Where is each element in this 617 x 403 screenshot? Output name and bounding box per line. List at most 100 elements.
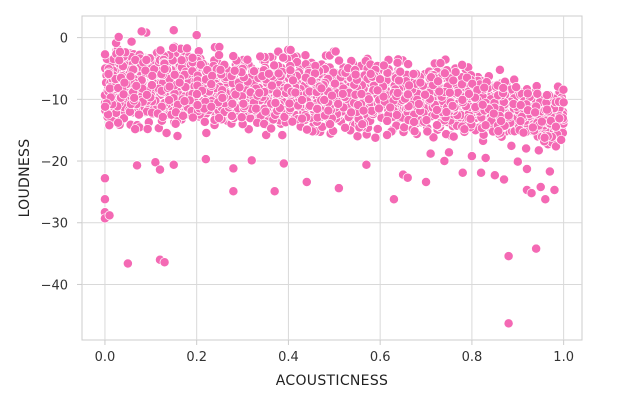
scatter-point: [131, 80, 142, 91]
scatter-point: [146, 80, 157, 91]
scatter-point: [312, 103, 323, 114]
scatter-point: [550, 121, 561, 132]
scatter-point: [447, 100, 458, 111]
scatter-point: [277, 130, 288, 141]
y-tick-label: −30: [41, 217, 68, 232]
scatter-point: [168, 25, 179, 36]
scatter-point: [254, 87, 265, 98]
x-tick-label: 0.4: [278, 350, 299, 365]
scatter-point: [141, 89, 152, 100]
scatter-point: [270, 97, 281, 108]
scatter-point: [448, 75, 459, 86]
scatter-point: [103, 69, 114, 79]
scatter-point: [206, 101, 217, 112]
scatter-point: [327, 90, 337, 101]
scatter-point: [439, 68, 450, 79]
scatter-point: [178, 110, 189, 121]
scatter-point: [100, 49, 110, 60]
scatter-point: [433, 76, 443, 87]
scatter-point: [431, 105, 442, 115]
scatter-point: [403, 89, 413, 100]
scatter-point: [251, 103, 262, 114]
scatter-point: [350, 69, 361, 80]
scatter-point: [536, 116, 547, 127]
y-tick-label: 0: [60, 32, 68, 47]
scatter-point: [378, 91, 389, 102]
scatter-point: [409, 126, 420, 137]
scatter-point: [544, 166, 555, 177]
scatter-point: [141, 54, 152, 65]
scatter-point: [428, 132, 439, 143]
scatter-point: [234, 82, 245, 93]
scatter-point: [228, 186, 239, 197]
scatter-point: [114, 55, 125, 66]
scatter-point: [533, 145, 544, 156]
scatter-point: [187, 52, 198, 63]
scatter-point: [104, 120, 115, 131]
scatter-point: [155, 164, 165, 175]
scatter-point: [346, 107, 357, 118]
scatter-point: [488, 108, 499, 119]
scatter-point: [526, 188, 537, 199]
scatter-point: [238, 98, 249, 109]
scatter-point: [425, 148, 436, 159]
scatter-point: [521, 143, 532, 154]
scatter-point: [530, 107, 541, 118]
scatter-point: [503, 318, 514, 329]
scatter-point: [480, 152, 491, 163]
scatter-point: [549, 185, 560, 195]
scatter-point: [288, 75, 298, 86]
scatter-point: [285, 65, 296, 76]
scatter-point: [179, 96, 190, 107]
scatter-point: [435, 58, 446, 69]
scatter-point: [325, 119, 335, 130]
scatter-point: [191, 30, 202, 41]
scatter-point: [279, 111, 290, 122]
scatter-point: [459, 124, 470, 135]
data-points: [99, 25, 569, 329]
scatter-point: [515, 100, 526, 111]
scatter-point: [392, 87, 403, 98]
scatter-point: [192, 100, 203, 111]
scatter-point: [159, 64, 170, 74]
scatter-point: [132, 160, 142, 171]
scatter-point: [164, 95, 175, 106]
scatter-point: [99, 194, 110, 205]
scatter-point: [273, 68, 284, 79]
scatter-point: [214, 113, 224, 124]
scatter-point: [476, 167, 487, 178]
scatter-point: [408, 69, 419, 79]
scatter-point: [227, 111, 237, 121]
scatter-point: [316, 83, 327, 94]
scatter-point: [457, 167, 468, 178]
scatter-point: [269, 186, 280, 197]
scatter-point: [174, 77, 185, 88]
scatter-point: [465, 113, 476, 124]
scatter-point: [522, 164, 532, 175]
scatter-point: [266, 123, 277, 134]
scatter-point: [129, 92, 140, 103]
scatter-point: [182, 43, 192, 54]
scatter-point: [133, 109, 144, 120]
scatter-point: [515, 116, 526, 127]
scatter-point: [157, 112, 168, 122]
scatter-point: [206, 79, 217, 90]
scatter-point: [290, 87, 301, 98]
scatter-point: [480, 120, 491, 131]
scatter-point: [122, 258, 133, 269]
scatter-point: [297, 95, 307, 105]
scatter-point: [236, 112, 247, 123]
scatter-point: [466, 151, 477, 162]
scatter-point: [227, 98, 238, 109]
scatter-point: [297, 113, 308, 124]
scatter-point: [99, 173, 110, 184]
scatter-point: [391, 110, 402, 121]
scatter-point: [382, 115, 393, 126]
scatter-point: [382, 130, 393, 140]
scatter-point: [402, 172, 413, 183]
scatter-point: [287, 116, 298, 127]
scatter-point: [404, 80, 415, 91]
scatter-point: [554, 113, 565, 124]
scatter-point: [444, 147, 454, 158]
